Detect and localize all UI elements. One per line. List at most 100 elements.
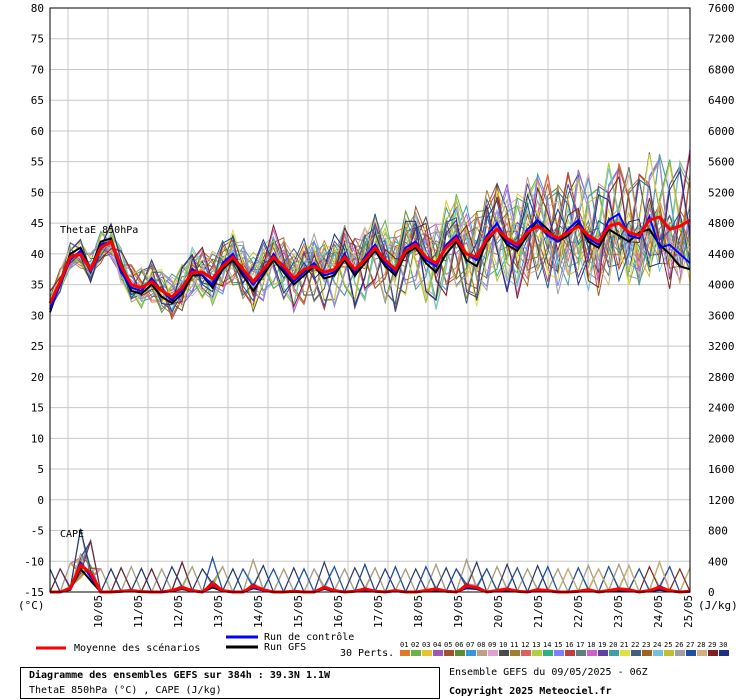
- right-tick-label: 800: [708, 525, 728, 538]
- left-tick-label: -5: [31, 525, 44, 538]
- pert-legend-swatch: [510, 650, 520, 656]
- pert-cape-line: [50, 558, 691, 593]
- x-tick-label: 12/05: [172, 595, 185, 628]
- pert-legend-swatch: [598, 650, 608, 656]
- pert-cape-line: [50, 552, 691, 593]
- info-subtitle: ThetaE 850hPa (°C) , CAPE (J/kg): [29, 685, 222, 696]
- pert-legend-swatch: [444, 650, 454, 656]
- left-tick-label: 75: [31, 33, 44, 46]
- right-tick-label: 2800: [708, 371, 735, 384]
- pert-legend-label: 25: [664, 641, 672, 649]
- x-tick-label: 11/05: [132, 595, 145, 628]
- legend-control-label: Run de contrôle: [264, 631, 354, 643]
- pert-legend-label: 05: [444, 641, 452, 649]
- pert-legend-label: 01: [400, 641, 408, 649]
- right-tick-label: 4400: [708, 248, 735, 261]
- left-tick-label: 25: [31, 340, 44, 353]
- pert-legend-label: 03: [422, 641, 430, 649]
- right-tick-label: 7600: [708, 2, 735, 15]
- pert-legend-label: 09: [488, 641, 496, 649]
- pert-legend-label: 11: [510, 641, 518, 649]
- pert-cape-line: [50, 540, 691, 593]
- pert-legend-swatch: [708, 650, 718, 656]
- left-tick-label: 80: [31, 2, 44, 15]
- left-tick-label: 5: [37, 463, 44, 476]
- right-tick-label: 6800: [708, 63, 735, 76]
- pert-legend-swatch: [642, 650, 652, 656]
- left-tick-label: -15: [24, 586, 44, 599]
- left-tick-label: 70: [31, 63, 44, 76]
- pert-cape-line: [50, 558, 691, 593]
- right-axis-unit: (J/kg): [698, 599, 738, 612]
- pert-cape-line: [50, 558, 691, 593]
- x-tick-label: 19/05: [452, 595, 465, 628]
- x-tick-label: 16/05: [332, 595, 345, 628]
- pert-legend-swatch: [543, 650, 553, 656]
- pert-legend-swatch: [532, 650, 542, 656]
- pert-cape-line: [49, 538, 691, 593]
- right-tick-label: 3600: [708, 309, 735, 322]
- x-axis-labels: 10/05 11/05 12/05 13/05 14/05 15/05 16/05 17/05…: [92, 595, 695, 628]
- pert-cape-line: [49, 539, 691, 593]
- pert-legend-label: 15: [554, 641, 562, 649]
- pert-legend-swatch: [477, 650, 487, 656]
- pert-cape-line: [50, 556, 691, 593]
- pert-legend-label: 07: [466, 641, 474, 649]
- x-tick-label: 17/05: [372, 595, 385, 628]
- right-tick-label: 4800: [708, 217, 735, 230]
- x-tick-label: 23/05: [612, 595, 625, 628]
- pert-legend-swatch: [620, 650, 630, 656]
- left-tick-label: 60: [31, 125, 44, 138]
- pert-legend-swatch: [587, 650, 597, 656]
- pert-legend-label: 28: [697, 641, 705, 649]
- right-tick-label: 5200: [708, 186, 735, 199]
- right-tick-label: 4000: [708, 279, 735, 292]
- pert-legend: 01 02 03 04 05 06 07 08 09 10 11 12 13 14 15 16 17 18 19 20…: [400, 641, 729, 656]
- x-tick-label: 14/05: [252, 595, 265, 628]
- pert-legend-label: 02: [411, 641, 419, 649]
- x-tick-label: 24/05: [652, 595, 665, 628]
- pert-cape-line: [49, 538, 691, 593]
- pert-legend-swatch: [609, 650, 619, 656]
- right-tick-label: 7200: [708, 33, 735, 46]
- pert-legend-label: 18: [587, 641, 595, 649]
- pert-thetae-line: [49, 167, 691, 304]
- left-axis-ticks: -15 -10 -5 0 5 10 15 20 25 30 35 40 45 50 55 60 65 70 75 80: [24, 2, 44, 599]
- pert-legend-swatch: [631, 650, 641, 656]
- left-tick-label: 0: [37, 494, 44, 507]
- pert-legend-swatch: [521, 650, 531, 656]
- left-tick-label: 45: [31, 217, 44, 230]
- pert-legend-label: 24: [653, 641, 661, 649]
- x-tick-label: 15/05: [292, 595, 305, 628]
- pert-legend-label: 12: [521, 641, 529, 649]
- pert-cape-line: [50, 553, 691, 593]
- pert-legend-label: 08: [477, 641, 485, 649]
- right-tick-label: 6000: [708, 125, 735, 138]
- pert-legend-label: 26: [675, 641, 683, 649]
- x-tick-label: 22/05: [572, 595, 585, 628]
- right-tick-label: 5600: [708, 156, 735, 169]
- pert-cape-line: [49, 538, 691, 593]
- pert-legend-label: 04: [433, 641, 441, 649]
- pert-legend-label: 29: [708, 641, 716, 649]
- pert-legend-swatch: [675, 650, 685, 656]
- left-tick-label: 10: [31, 432, 44, 445]
- panel-label-thetae: ThetaE 850hPa: [60, 225, 138, 236]
- x-tick-label: 25/05: [682, 595, 695, 628]
- legend: Moyenne des scénarios Run de contrôle Ru…: [36, 631, 729, 659]
- left-tick-label: 65: [31, 94, 44, 107]
- right-tick-label: 6400: [708, 94, 735, 107]
- legend-mean-label: Moyenne des scénarios: [74, 642, 200, 654]
- pert-legend-swatch: [466, 650, 476, 656]
- right-axis-ticks: 0 400 800 1200 1600 2000 2400 2800 3200 3600 4000 4…: [708, 2, 735, 599]
- pert-legend-label: 30: [719, 641, 727, 649]
- pert-legend-swatch: [422, 650, 432, 656]
- pert-legend-label: 20: [609, 641, 617, 649]
- pert-cape-line: [50, 558, 691, 593]
- right-tick-label: 1200: [708, 494, 735, 507]
- legend-gfs-label: Run GFS: [264, 642, 306, 653]
- pert-legend-swatch: [433, 650, 443, 656]
- left-tick-label: 30: [31, 309, 44, 322]
- mean-thetae-line: [48, 215, 691, 304]
- pert-legend-label: 21: [620, 641, 628, 649]
